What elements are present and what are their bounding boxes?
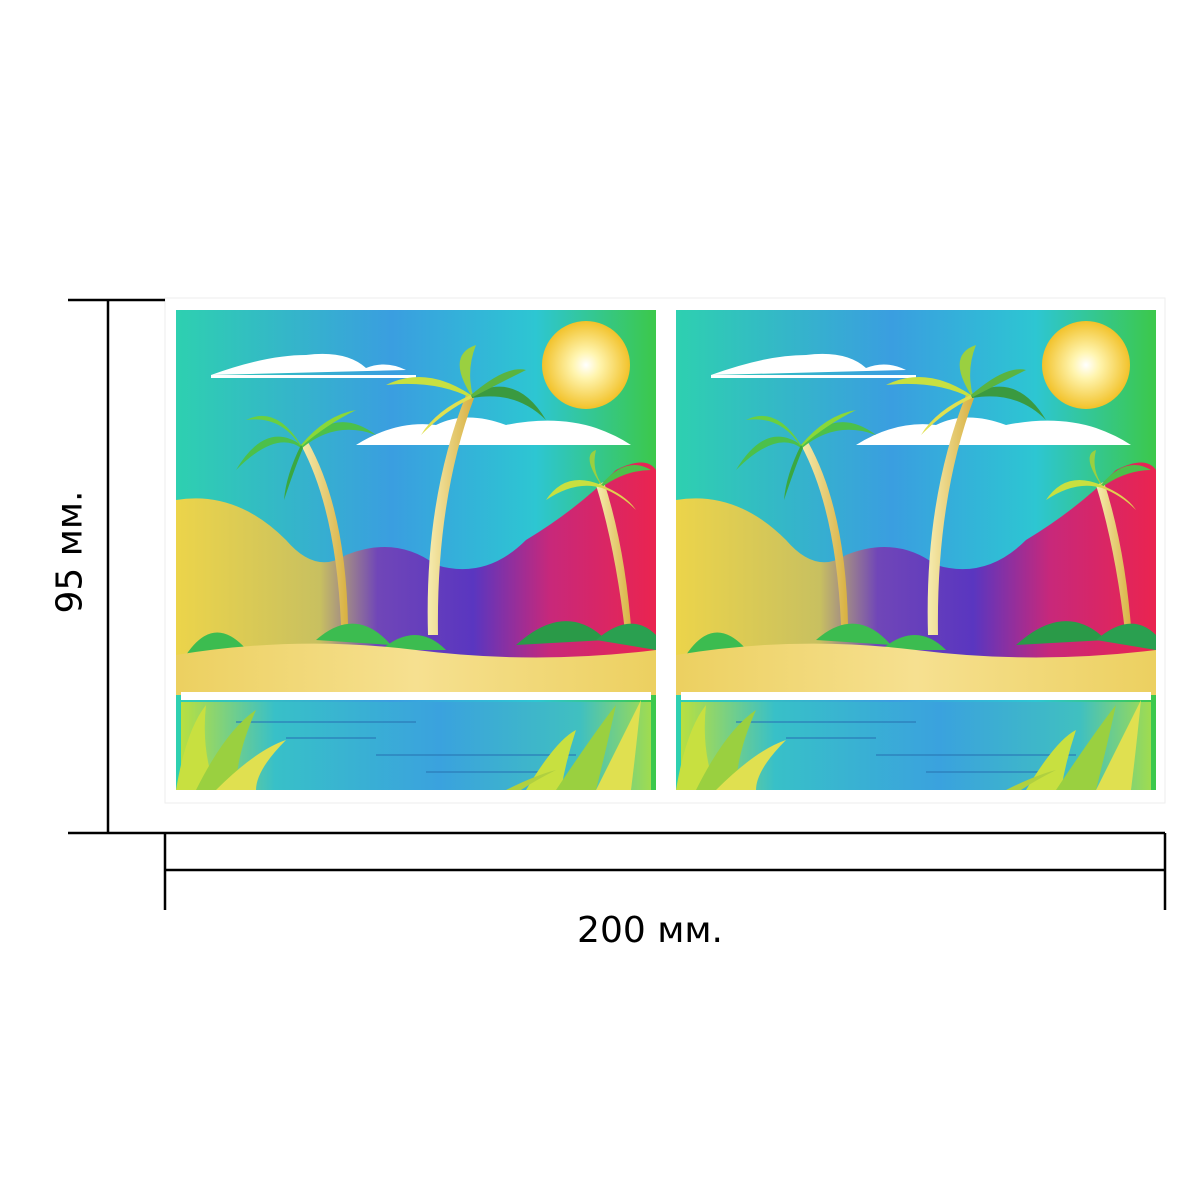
width-label: 200 мм. — [577, 910, 723, 951]
width-dimension — [163, 831, 1167, 910]
height-label: 95 мм. — [49, 490, 91, 614]
artwork-panel-right — [675, 309, 1157, 791]
artwork-panel-left — [175, 309, 657, 791]
height-dimension — [68, 298, 165, 835]
